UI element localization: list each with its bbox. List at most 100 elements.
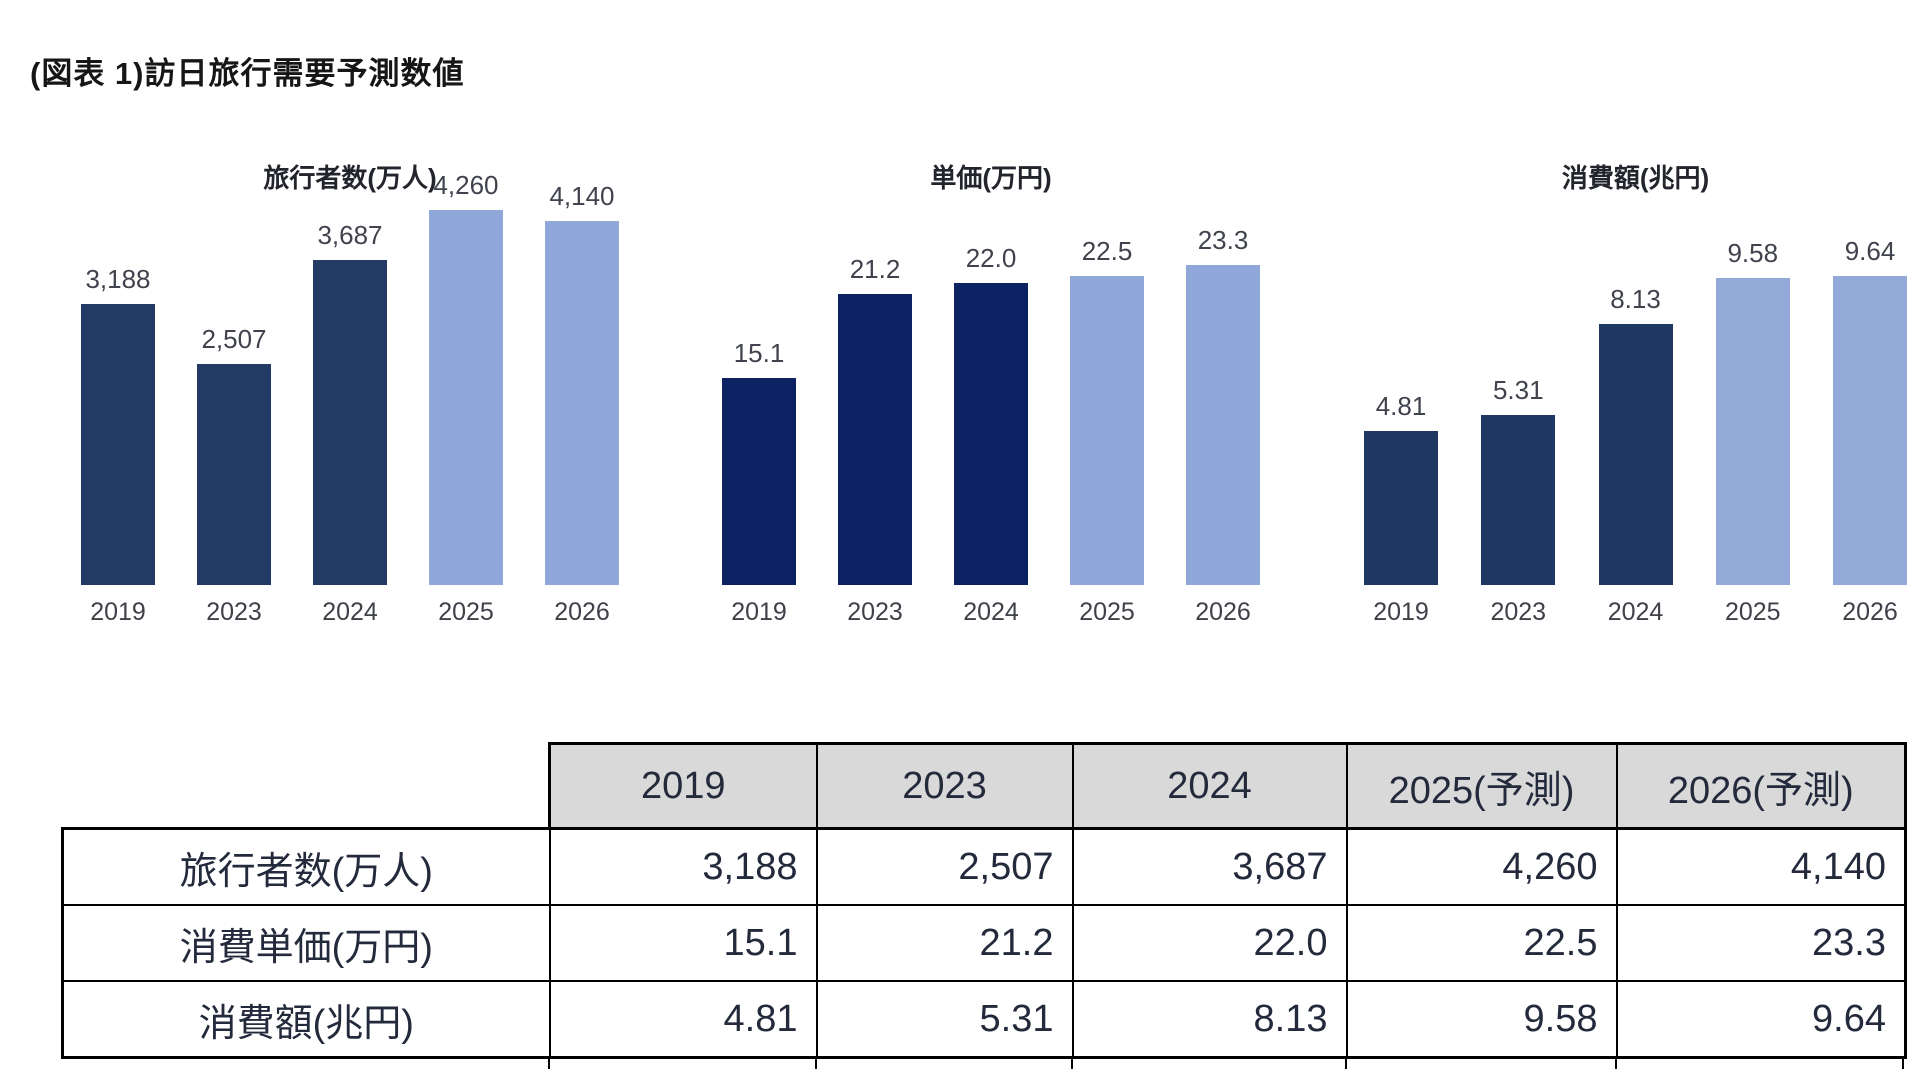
bar bbox=[429, 210, 503, 585]
forecast-table-wrap: 2019 2023 2024 2025(予測) 2026(予測) 旅行者数(万人) 3,1… bbox=[61, 742, 1907, 1071]
bar-group: 9.64 bbox=[1833, 236, 1907, 585]
bar-value-label: 21.2 bbox=[849, 254, 901, 284]
bar-group: 22.5 bbox=[1070, 236, 1144, 585]
table-cell: 15.1 bbox=[548, 904, 818, 982]
bar bbox=[1186, 265, 1260, 585]
forecast-table: 2019 2023 2024 2025(予測) 2026(予測) 旅行者数(万人) 3,1… bbox=[61, 742, 1907, 1059]
bar bbox=[1833, 276, 1907, 585]
page-title: (図表 1)訪日旅行需要予測数値 bbox=[30, 56, 465, 91]
bar-group: 5.31 bbox=[1481, 375, 1556, 585]
bar bbox=[545, 221, 619, 585]
chart-travelers-title: 旅行者数(万人) bbox=[263, 163, 437, 193]
table-bottom-ticks bbox=[61, 1059, 1904, 1071]
table-row-label: 消費額(兆円) bbox=[61, 980, 551, 1059]
table-row-label: 消費単価(万円) bbox=[61, 904, 551, 982]
bar bbox=[1715, 278, 1790, 585]
table-header-row: 2019 2023 2024 2025(予測) 2026(予測) bbox=[63, 742, 1907, 830]
table-row: 旅行者数(万人) 3,188 2,507 3,687 4,260 4,140 bbox=[61, 827, 1907, 906]
bar-value-label: 22.0 bbox=[965, 243, 1017, 273]
bar-value-label: 2,507 bbox=[201, 324, 267, 354]
x-axis-label: 2023 bbox=[847, 598, 903, 626]
bar-value-label: 9.58 bbox=[1727, 238, 1779, 268]
bar-value-label: 4,260 bbox=[433, 170, 499, 200]
x-axis-label: 2026 bbox=[1195, 598, 1251, 626]
table-header-cell: 2026(予測) bbox=[1615, 742, 1907, 830]
bar-value-label: 15.1 bbox=[733, 338, 785, 368]
chart-travelers: 旅行者数(万人) 3,188 2,507 3,687 4,260 4,140 2019 2… bbox=[81, 150, 619, 635]
chart-consumption: 消費額(兆円) 4.81 5.31 8.13 9.58 9.64 2019 2023 202… bbox=[1364, 150, 1907, 635]
table-cell: 8.13 bbox=[1071, 980, 1348, 1059]
bar bbox=[954, 283, 1028, 585]
bar-group: 3,188 bbox=[81, 264, 155, 585]
chart-consumption-x-axis: 2019 2023 2024 2025 2026 bbox=[1364, 598, 1907, 627]
x-axis-label: 2023 bbox=[206, 598, 262, 626]
bar-group: 8.13 bbox=[1598, 284, 1673, 585]
x-axis-label: 2026 bbox=[554, 598, 610, 626]
bar bbox=[1598, 324, 1673, 585]
bar-group: 21.2 bbox=[838, 254, 912, 585]
chart-travelers-bars: 3,188 2,507 3,687 4,260 4,140 bbox=[81, 170, 619, 585]
bar-value-label: 4.81 bbox=[1375, 391, 1427, 421]
column-tick bbox=[1071, 1059, 1073, 1069]
chart-unit-price-x-axis: 2019 2023 2024 2025 2026 bbox=[722, 598, 1260, 627]
table-cell: 23.3 bbox=[1615, 904, 1907, 982]
bar-group: 23.3 bbox=[1186, 225, 1260, 585]
column-tick bbox=[548, 1059, 550, 1069]
bar bbox=[722, 378, 796, 585]
chart-unit-price: 単価(万円) 15.1 21.2 22.0 22.5 23.3 2019 2023 2024… bbox=[722, 150, 1260, 635]
table-cell: 9.58 bbox=[1345, 980, 1618, 1059]
x-axis-label: 2025 bbox=[1724, 598, 1781, 626]
bar-value-label: 5.31 bbox=[1492, 375, 1544, 405]
table-cell: 4,140 bbox=[1615, 827, 1907, 906]
x-axis-label: 2025 bbox=[438, 598, 494, 626]
bar bbox=[838, 294, 912, 585]
table-header-cell: 2025(予測) bbox=[1345, 742, 1618, 830]
table-corner-cell bbox=[63, 744, 550, 829]
table-header-cell: 2019 bbox=[548, 742, 818, 830]
bar-group: 4,140 bbox=[545, 181, 619, 585]
bar-group: 9.58 bbox=[1715, 238, 1790, 585]
chart-unit-price-bars: 15.1 21.2 22.0 22.5 23.3 bbox=[722, 225, 1260, 585]
table-header-cell: 2024 bbox=[1071, 742, 1348, 830]
table-cell: 4,260 bbox=[1345, 827, 1618, 906]
table-row: 消費単価(万円) 15.1 21.2 22.0 22.5 23.3 bbox=[61, 904, 1907, 982]
bar-group: 4.81 bbox=[1364, 391, 1438, 585]
bar-group: 3,687 bbox=[313, 220, 387, 585]
x-axis-label: 2024 bbox=[322, 598, 378, 626]
table-cell: 2,507 bbox=[815, 827, 1074, 906]
bar-value-label: 22.5 bbox=[1081, 236, 1133, 266]
chart-travelers-x-axis: 2019 2023 2024 2025 2026 bbox=[81, 598, 619, 627]
chart-consumption-title: 消費額(兆円) bbox=[1561, 163, 1710, 193]
bar bbox=[197, 364, 271, 585]
bar-value-label: 4,140 bbox=[549, 181, 615, 211]
table-cell: 5.31 bbox=[815, 980, 1074, 1059]
bar bbox=[313, 260, 387, 585]
bar-value-label: 3,687 bbox=[317, 220, 383, 250]
column-tick bbox=[1345, 1059, 1347, 1069]
bar bbox=[1481, 415, 1556, 585]
chart-unit-price-title: 単価(万円) bbox=[930, 163, 1052, 193]
table-cell: 3,188 bbox=[548, 827, 818, 906]
chart-consumption-bars: 4.81 5.31 8.13 9.58 9.64 bbox=[1364, 236, 1907, 585]
bar bbox=[81, 304, 155, 585]
table-cell: 21.2 bbox=[815, 904, 1074, 982]
table-cell: 4.81 bbox=[548, 980, 818, 1059]
bar bbox=[1364, 431, 1438, 585]
table-cell: 22.0 bbox=[1071, 904, 1348, 982]
bar-group: 4,260 bbox=[429, 170, 503, 585]
x-axis-label: 2019 bbox=[90, 598, 146, 626]
table-cell: 9.64 bbox=[1615, 980, 1907, 1059]
x-axis-label: 2023 bbox=[1490, 598, 1547, 626]
x-axis-label: 2025 bbox=[1079, 598, 1135, 626]
bar-value-label: 9.64 bbox=[1844, 236, 1896, 266]
x-axis-label: 2024 bbox=[1607, 598, 1664, 626]
bar-group: 22.0 bbox=[954, 243, 1028, 585]
bar-value-label: 8.13 bbox=[1610, 284, 1661, 314]
bar-group: 15.1 bbox=[722, 338, 796, 585]
table-row: 消費額(兆円) 4.81 5.31 8.13 9.58 9.64 bbox=[61, 980, 1907, 1059]
bar bbox=[1070, 276, 1144, 585]
x-axis-label: 2026 bbox=[1842, 598, 1898, 626]
x-axis-label: 2019 bbox=[1373, 598, 1429, 626]
column-tick bbox=[1902, 1059, 1904, 1069]
